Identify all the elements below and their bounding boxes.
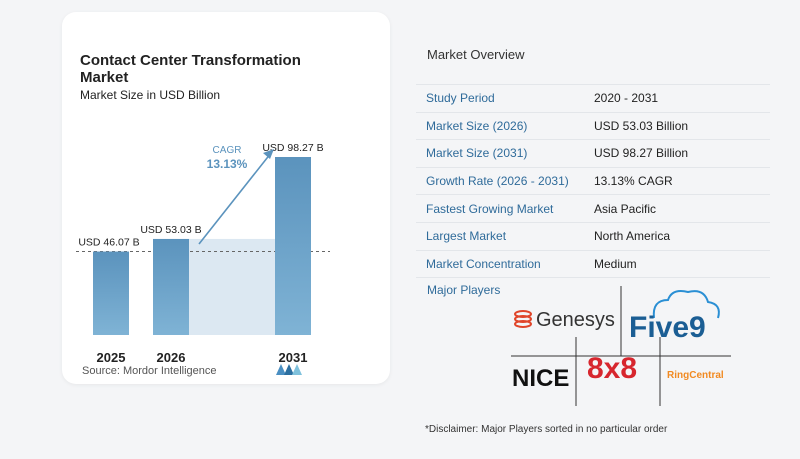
ringcentral-logo: RingCentral [667,370,724,381]
overview-table: Study Period 2020 - 2031 Market Size (20… [416,84,770,279]
svg-text:8x8: 8x8 [587,352,637,385]
bar-2026 [153,238,189,335]
table-row: Growth Rate (2026 - 2031) 13.13% CAGR [416,168,770,196]
row-value: USD 53.03 Billion [594,118,689,133]
x-tick-label: 2026 [157,350,186,365]
overview-title: Market Overview [427,47,525,62]
row-value: 2020 - 2031 [594,91,659,106]
major-players-title: Major Players [427,283,501,297]
bar-2031 [275,157,311,335]
row-label: Largest Market [426,229,507,244]
player-logos: Genesys Five9 NICE 8x8 RingCentral [511,286,731,406]
disclaimer: *Disclaimer: Major Players sorted in no … [425,424,668,435]
overview-panel: Market Overview Study Period 2020 - 2031… [416,0,800,459]
cagr-arrow [198,152,272,245]
svg-text:Genesys: Genesys [536,309,615,331]
bar-value-label: USD 53.03 B [140,224,201,236]
svg-text:NICE: NICE [512,365,569,392]
chart-title: Contact Center Transformation Market [80,52,301,86]
row-label: Growth Rate (2026 - 2031) [426,174,569,189]
five9-logo: Five9 [629,290,720,344]
row-value: USD 98.27 Billion [594,146,689,161]
row-label: Study Period [426,91,495,106]
x-tick-label: 2031 [279,350,308,365]
row-label: Fastest Growing Market [426,201,554,216]
mordor-logo-icon [276,364,302,375]
svg-text:Five9: Five9 [629,311,706,344]
bar-value-label: USD 46.07 B [78,237,139,249]
cagr-label: CAGR [213,145,242,156]
table-row: Largest Market North America [416,223,770,251]
table-row: Market Size (2026) USD 53.03 Billion [416,113,770,141]
bar-chart: USD 46.07 B 2025 USD 53.03 B 2026 USD 98.27 … [76,142,330,365]
cagr-arrowhead [263,149,274,159]
chart-subtitle: Market Size in USD Billion [80,88,221,102]
svg-text:RingCentral: RingCentral [667,370,724,381]
row-label: Market Size (2031) [426,146,528,161]
cagr-value: 13.13% [207,157,248,171]
row-value: North America [594,229,671,244]
row-value: Medium [594,256,637,271]
row-value: 13.13% CAGR [594,174,673,189]
table-row: Market Size (2031) USD 98.27 Billion [416,140,770,168]
table-row: Fastest Growing Market Asia Pacific [416,195,770,223]
table-row: Study Period 2020 - 2031 [416,84,770,113]
bar-2025 [93,251,129,335]
8x8-logo: 8x8 [587,352,637,385]
row-label: Market Concentration [426,256,541,271]
x-tick-label: 2025 [97,350,126,365]
row-value: Asia Pacific [594,201,657,216]
bar-value-label: USD 98.27 B [262,142,323,154]
source-note: Source: Mordor Intelligence [82,365,217,377]
genesys-logo: Genesys [514,309,615,331]
table-row: Market Concentration Medium [416,251,770,279]
nice-logo: NICE [512,365,569,392]
chart-card: Contact Center Transformation Market Mar… [62,12,390,384]
row-label: Market Size (2026) [426,118,528,133]
growth-area [189,238,275,335]
